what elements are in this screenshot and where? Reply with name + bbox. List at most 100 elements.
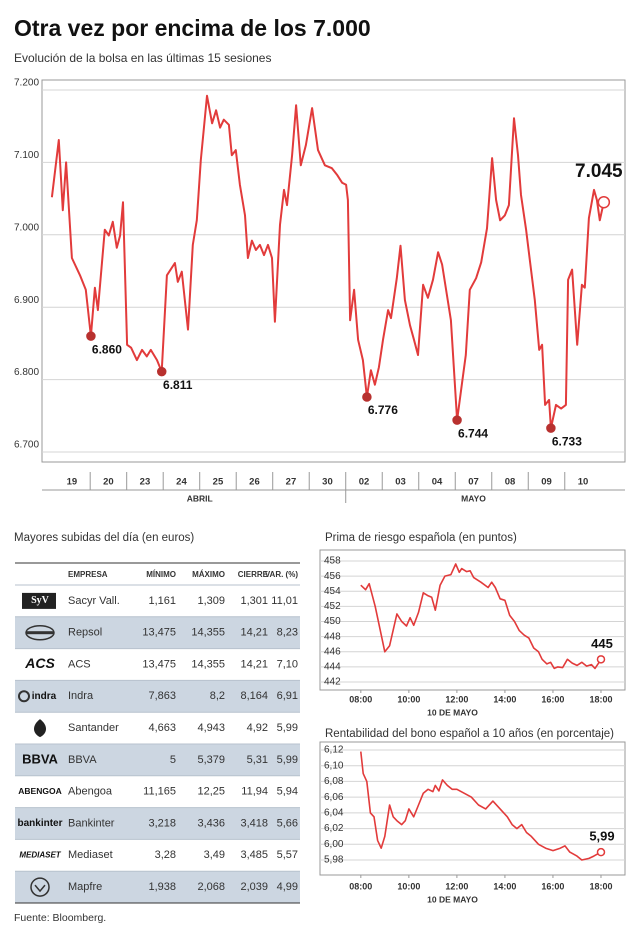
table-cell: 5,99 [277, 754, 298, 766]
x-tick-label: 18:00 [589, 694, 612, 704]
y-tick-label: 458 [324, 556, 341, 567]
y-tick-label: 456 [324, 571, 341, 582]
x-tick-label: 03 [395, 477, 406, 488]
x-tick-label: 14:00 [493, 694, 516, 704]
low-marker [86, 331, 96, 341]
column-header: EMPRESA [68, 570, 108, 579]
table-cell: 7,863 [148, 690, 176, 702]
x-tick-label: 25 [213, 477, 224, 488]
value-label: 6.733 [552, 434, 582, 448]
column-header: VAR. (%) [265, 570, 299, 579]
table-cell: 1,301 [240, 595, 268, 607]
x-tick-label: 24 [176, 477, 187, 488]
low-marker [452, 415, 462, 425]
table-cell: 8,2 [210, 690, 225, 702]
y-tick-label: 6,10 [324, 760, 344, 771]
y-tick-label: 5,98 [324, 855, 344, 866]
x-tick-label: 14:00 [493, 881, 516, 891]
logo [34, 719, 46, 738]
value-label: 445 [591, 636, 613, 651]
chart-title: Rentabilidad del bono español a 10 años … [325, 728, 614, 740]
value-label: 7.045 [575, 161, 623, 182]
x-tick-label: 16:00 [541, 694, 564, 704]
price-line [360, 751, 602, 861]
y-tick-label: 450 [324, 616, 341, 627]
logo-text: bankinter [17, 818, 62, 829]
x-tick-label: 19 [67, 477, 78, 488]
column-header: MÍNIMO [146, 570, 176, 579]
y-tick-label: 6,04 [324, 807, 344, 818]
table-cell: 1,161 [148, 595, 176, 607]
y-tick-label: 7.000 [14, 222, 39, 233]
table-cell: 4,92 [247, 722, 268, 734]
table-cell: 4,99 [277, 881, 298, 893]
value-label: 6.811 [163, 378, 193, 392]
column-header: CIERRE [238, 570, 269, 579]
table-cell: 6,91 [277, 690, 298, 702]
table-cell: 2,039 [240, 881, 268, 893]
chart-title: Prima de riesgo española (en puntos) [325, 532, 517, 544]
x-tick-label: 07 [468, 477, 479, 488]
y-tick-label: 444 [324, 662, 341, 673]
x-tick-label: 10 [578, 477, 589, 488]
table-cell: 3,49 [204, 849, 225, 861]
table-row [15, 807, 300, 840]
table-row [15, 648, 300, 681]
y-tick-label: 6.700 [14, 440, 39, 451]
logo [18, 690, 30, 703]
logo-text: MEDIASET [19, 850, 61, 859]
low-marker [156, 366, 167, 377]
month-label: ABRIL [187, 493, 213, 503]
table-cell: 8,23 [277, 627, 298, 639]
x-tick-label: 10:00 [397, 881, 420, 891]
x-tick-label: 16:00 [541, 881, 564, 891]
table-row [15, 585, 300, 617]
company-name: Mediaset [68, 849, 113, 861]
y-tick-label: 452 [324, 601, 341, 612]
table-cell: 3,436 [197, 817, 225, 829]
table-cell: 4,663 [148, 722, 176, 734]
table-cell: 14,21 [240, 627, 268, 639]
table-cell: 11,94 [241, 786, 268, 798]
table-cell: 5,99 [277, 722, 298, 734]
logo-text: ABENGOA [18, 786, 61, 796]
y-tick-label: 7.200 [14, 78, 39, 89]
logo [34, 884, 46, 893]
table-title: Mayores subidas del día (en euros) [14, 532, 194, 544]
table-cell: 13,475 [142, 658, 176, 670]
y-tick-label: 6,00 [324, 839, 344, 850]
y-tick-label: 442 [324, 677, 341, 688]
value-label: 6.776 [368, 403, 398, 417]
low-marker [362, 392, 372, 402]
company-name: Bankinter [68, 817, 115, 829]
table-row [15, 871, 300, 903]
x-tick-label: 18:00 [589, 881, 612, 891]
table-cell: 5,379 [197, 754, 225, 766]
company-name: Abengoa [68, 786, 113, 798]
x-axis-title: 10 DE MAYO [427, 894, 478, 904]
x-tick-label: 10:00 [397, 694, 420, 704]
x-tick-label: 08:00 [349, 694, 372, 704]
month-label: MAYO [461, 493, 486, 503]
table-cell: 14,355 [191, 658, 225, 670]
low-marker [546, 423, 556, 433]
value-label: 6.744 [458, 426, 488, 440]
value-label: 6.860 [92, 342, 122, 356]
plot-frame [41, 79, 626, 463]
x-tick-label: 30 [322, 477, 333, 488]
x-tick-label: 12:00 [445, 881, 468, 891]
table-cell: 13,475 [142, 627, 176, 639]
y-tick-label: 446 [324, 646, 341, 657]
x-tick-label: 08 [505, 477, 516, 488]
x-tick-label: 23 [140, 477, 151, 488]
table-cell: 5 [170, 754, 176, 766]
table-cell: 3,485 [240, 849, 268, 861]
table-row [15, 616, 300, 649]
y-tick-label: 448 [324, 631, 341, 642]
logo-text: BBVA [22, 751, 58, 766]
table-cell: 11,165 [143, 786, 176, 798]
table-cell: 14,21 [240, 658, 268, 670]
table-cell: 3,418 [240, 817, 268, 829]
table-row [15, 712, 300, 744]
x-tick-label: 09 [541, 477, 552, 488]
